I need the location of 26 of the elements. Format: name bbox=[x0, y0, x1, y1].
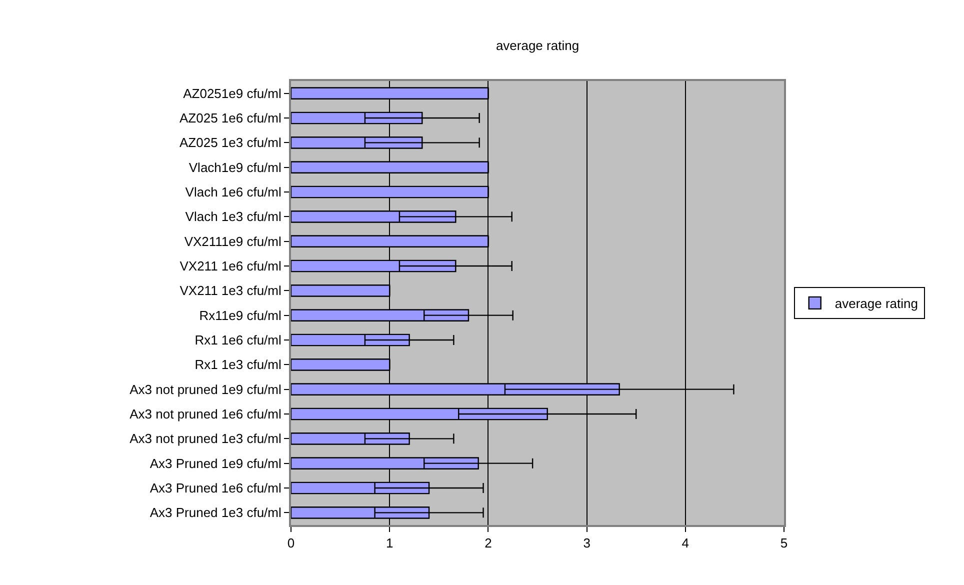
x-tick-label: 1 bbox=[386, 536, 394, 551]
y-tick-label: Rx1 1e3 cfu/ml bbox=[194, 357, 282, 372]
x-tick-label: 2 bbox=[484, 536, 492, 551]
y-tick-label: Ax3 not pruned 1e9 cfu/ml bbox=[130, 382, 282, 397]
y-tick-label: Ax3 not pruned 1e6 cfu/ml bbox=[130, 406, 282, 422]
y-tick-label: AZ025 1e6 cfu/ml bbox=[180, 110, 282, 126]
y-tick-label: AZ0251e9 cfu/ml bbox=[183, 86, 282, 101]
legend-label: average rating bbox=[834, 296, 918, 312]
y-tick-label: Ax3 Pruned 1e6 cfu/ml bbox=[150, 480, 282, 496]
y-tick-label: Vlach1e9 cfu/ml bbox=[188, 160, 282, 175]
y-tick-label: Rx11e9 cfu/ml bbox=[199, 308, 282, 323]
y-tick-label: Vlach 1e6 cfu/ml bbox=[185, 184, 282, 200]
y-tick-label: Ax3 not pruned 1e3 cfu/ml bbox=[130, 431, 282, 446]
y-tick-label: VX211 1e3 cfu/ml bbox=[180, 283, 282, 298]
y-tick-label: VX2111e9 cfu/ml bbox=[184, 234, 282, 249]
y-tick-label: VX211 1e6 cfu/ml bbox=[180, 258, 282, 274]
y-tick-label: Ax3 Pruned 1e3 cfu/ml bbox=[150, 505, 282, 520]
x-tick-label: 5 bbox=[780, 536, 788, 551]
y-tick-label: Rx1 1e6 cfu/ml bbox=[194, 332, 282, 348]
x-tick-label: 4 bbox=[682, 536, 690, 551]
y-tick-label: AZ025 1e3 cfu/ml bbox=[180, 135, 282, 150]
chart-title: average rating bbox=[496, 38, 580, 54]
y-tick-label: Ax3 Pruned 1e9 cfu/ml bbox=[150, 456, 282, 471]
x-tick-label: 0 bbox=[287, 536, 295, 551]
x-tick-label: 3 bbox=[583, 536, 590, 551]
y-tick-label: Vlach 1e3 cfu/ml bbox=[185, 209, 282, 224]
